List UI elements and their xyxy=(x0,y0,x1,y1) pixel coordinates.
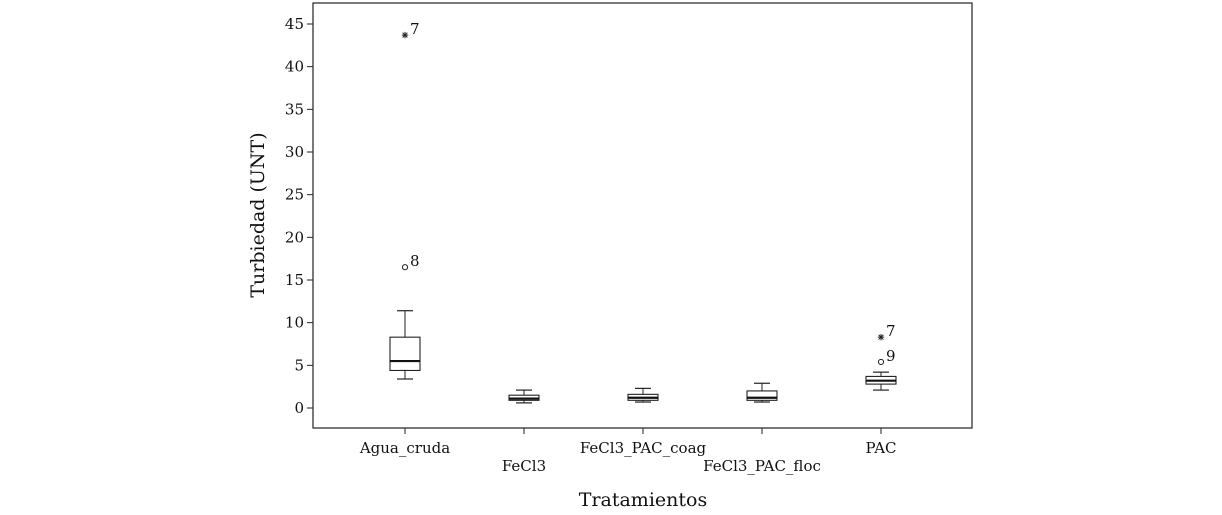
y-tick-label: 0 xyxy=(294,399,304,417)
y-tick-label: 30 xyxy=(285,143,304,161)
box-Agua_cruda: 87 xyxy=(389,20,421,380)
x-category-label: FeCl3_PAC_coag xyxy=(580,439,707,457)
outlier-label: 9 xyxy=(886,347,896,365)
y-axis: 0 5 10 15 20 25 30 35 40 45 xyxy=(285,15,313,417)
x-axis-title: Tratamientos xyxy=(579,489,707,511)
outlier-circle xyxy=(401,264,409,271)
box-FeCl3_PAC_coag xyxy=(627,387,659,403)
x-category-label: Agua_cruda xyxy=(359,439,450,457)
outlier-label: 7 xyxy=(410,20,420,38)
outlier-star xyxy=(401,31,409,39)
y-tick-label: 10 xyxy=(285,314,304,332)
y-axis-title: Turbiedad (UNT) xyxy=(247,132,269,297)
y-tick-label: 5 xyxy=(294,356,304,374)
x-category-label: PAC xyxy=(865,439,896,457)
outlier-circle xyxy=(877,358,885,366)
outlier-label: 8 xyxy=(410,252,420,270)
box-FeCl3 xyxy=(508,389,540,404)
y-tick-label: 25 xyxy=(285,186,304,204)
box-FeCl3_PAC_floc xyxy=(746,382,778,403)
y-tick-label: 40 xyxy=(285,58,304,76)
y-tick-label: 45 xyxy=(285,15,304,33)
outlier-star xyxy=(877,333,885,341)
x-category-label: FeCl3_PAC_floc xyxy=(703,457,821,475)
iqr-box xyxy=(746,390,778,401)
iqr-box xyxy=(389,336,421,372)
box-PAC: 97 xyxy=(865,322,897,391)
outlier-label: 7 xyxy=(886,322,896,340)
y-tick-label: 35 xyxy=(285,100,304,118)
y-tick-label: 20 xyxy=(285,228,304,246)
y-tick-label: 15 xyxy=(285,271,304,289)
x-axis: Agua_cruda FeCl3 FeCl3_PAC_coagFeCl3_PAC_f… xyxy=(359,428,897,475)
x-category-label: FeCl3 xyxy=(502,457,546,475)
